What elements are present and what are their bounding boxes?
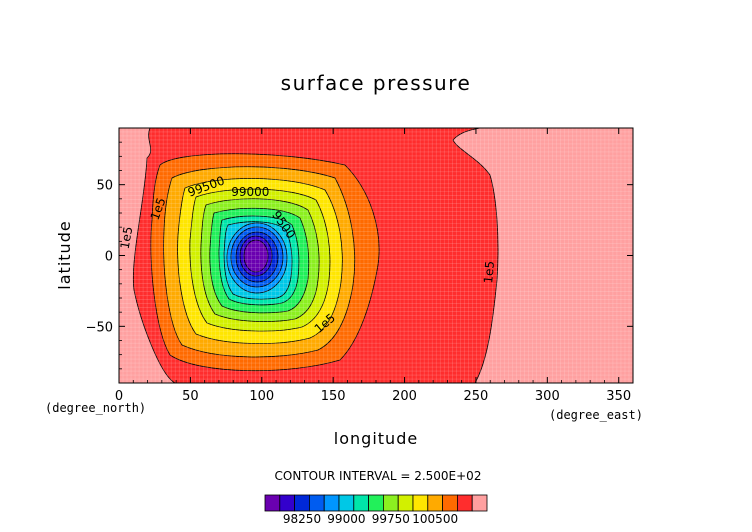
colorbar-swatch: [442, 494, 458, 512]
y-tick-label: 0: [105, 250, 113, 265]
colorbar-swatch: [471, 494, 488, 512]
colorbar-swatch: [368, 494, 384, 512]
y-axis-label: latitude: [55, 220, 74, 289]
colorbar-swatch: [412, 494, 429, 512]
y-unit-label: (degree_north): [45, 401, 146, 415]
colorbar-swatch: [338, 494, 355, 512]
contour-band-low-center: [243, 239, 269, 273]
colorbar-tick-label: 99000: [327, 512, 365, 526]
colorbar-swatch: [456, 494, 473, 512]
colorbar: [264, 494, 488, 512]
x-unit-label: (degree_east): [549, 408, 643, 422]
contour-label: 1e5: [118, 225, 136, 250]
y-tick-label: 50: [96, 179, 113, 194]
x-tick-label: 200: [392, 389, 417, 404]
x-axis-label: longitude: [334, 429, 418, 448]
y-tick-label: −50: [86, 320, 113, 335]
x-tick-label: 0: [115, 389, 123, 404]
colorbar-swatch: [279, 494, 295, 512]
colorbar-tick-label: 98250: [283, 512, 321, 526]
gridlines: [119, 128, 633, 383]
colorbar-tick-label: 100500: [412, 512, 458, 526]
contour-label: 1e5: [481, 260, 497, 284]
colorbar-tick-label: 99750: [372, 512, 410, 526]
colorbar-tick-labels: 98250 99000 99750 100500: [283, 512, 458, 526]
colorbar-swatch: [382, 494, 399, 512]
plot-area: [119, 128, 633, 383]
x-tick-label: 150: [321, 389, 346, 404]
colorbar-swatch: [427, 494, 443, 512]
x-tick-label: 300: [535, 389, 560, 404]
colorbar-swatch: [323, 494, 340, 512]
colorbar-swatch: [353, 494, 369, 512]
x-tick-label: 100: [249, 389, 274, 404]
y-axis-ticks: −50 0 50: [86, 141, 633, 370]
contour-label: 99000: [231, 185, 269, 199]
chart-title: surface pressure: [281, 71, 472, 95]
colorbar-swatch: [264, 494, 281, 512]
colorbar-swatch: [308, 494, 325, 512]
x-tick-label: 50: [182, 389, 199, 404]
x-tick-label: 350: [606, 389, 631, 404]
x-axis-ticks: 0 50 100 150 200 250 300 350: [115, 128, 631, 404]
x-tick-label: 250: [464, 389, 489, 404]
colorbar-swatch: [294, 494, 310, 512]
contour-interval-label: CONTOUR INTERVAL = 2.500E+02: [275, 469, 482, 483]
colorbar-swatch: [397, 494, 414, 512]
